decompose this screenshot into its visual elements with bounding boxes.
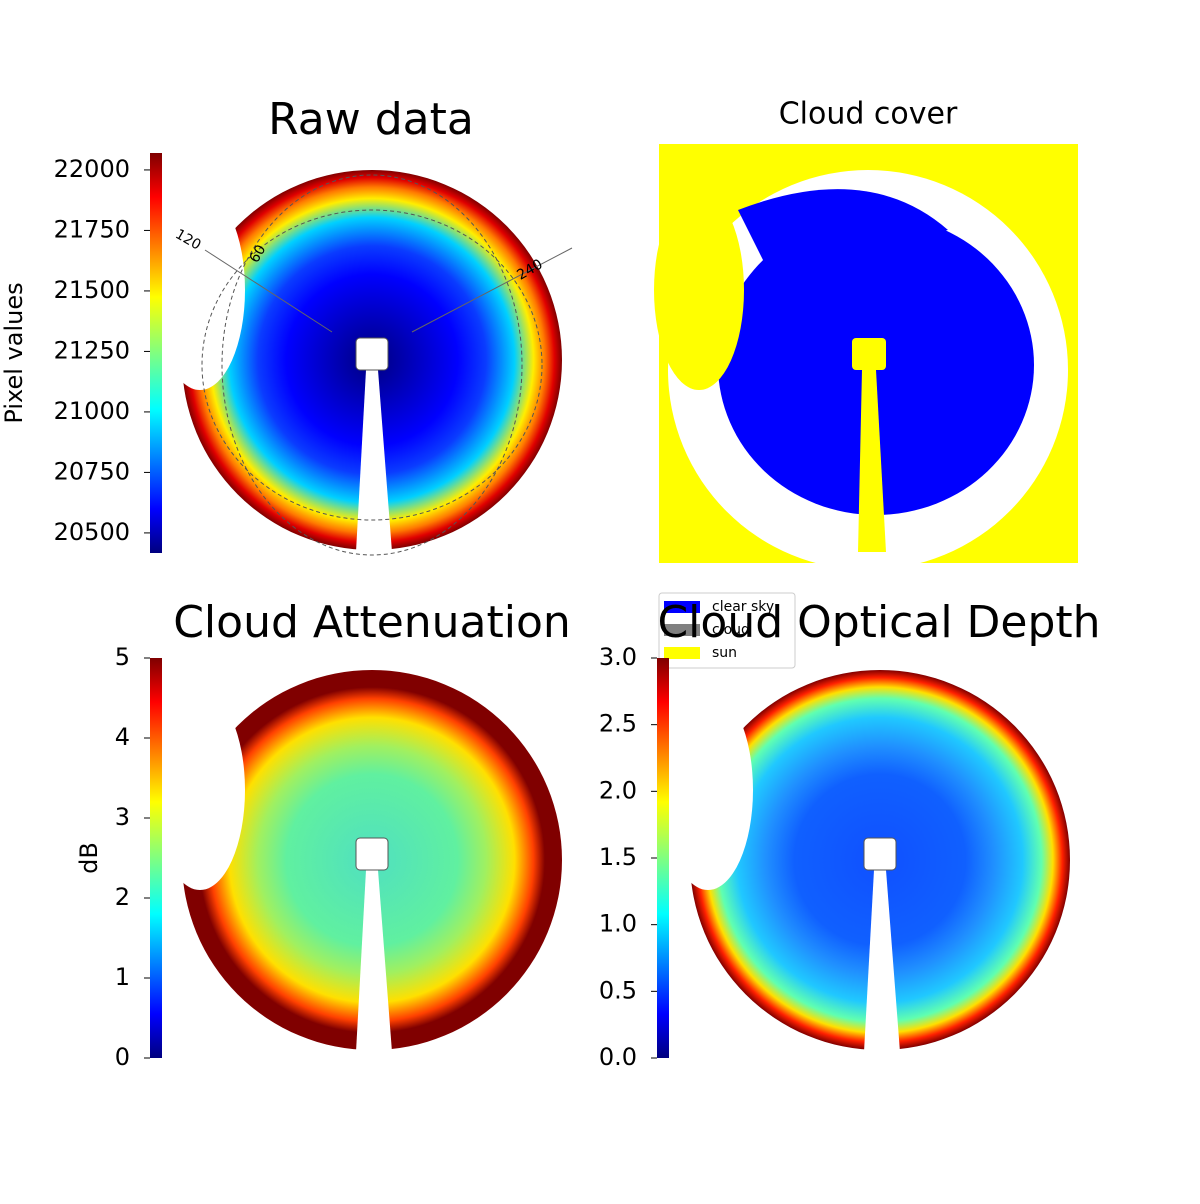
colorbar-tick-label: 4 — [115, 723, 130, 751]
panel: clear sky cloud sun — [654, 144, 1078, 669]
image-mask — [864, 870, 900, 1052]
colorbar-tick-label: 21500 — [54, 276, 130, 304]
colorbar-tick-label: 21750 — [54, 215, 130, 243]
image-mask — [356, 370, 392, 552]
image-mask — [356, 870, 392, 1052]
sun-region — [852, 338, 886, 370]
image-mask — [654, 190, 744, 390]
colorbar-label: Pixel values — [0, 282, 28, 423]
colorbar-tick-label: 21250 — [54, 336, 130, 364]
panel: 1206024020500207502100021250215002175022… — [0, 153, 573, 556]
polar-label: 60 — [247, 242, 270, 265]
image-mask — [155, 690, 245, 890]
colorbar-tick-label: 0 — [115, 1043, 130, 1071]
image-mask — [155, 190, 245, 390]
colorbar — [150, 658, 162, 1058]
colorbar — [150, 153, 162, 553]
colorbar-tick-label: 22000 — [54, 155, 130, 183]
sensor-mask — [355, 837, 389, 871]
colorbar-tick-label: 2 — [115, 883, 130, 911]
panel-title: Cloud Attenuation — [173, 597, 571, 648]
colorbar-tick-label: 1.0 — [599, 910, 637, 938]
polar-spoke — [411, 247, 573, 333]
polar-spoke — [204, 249, 333, 333]
panel-title: Cloud Optical Depth — [657, 597, 1100, 648]
legend-swatch — [664, 601, 700, 613]
sensor-mask — [355, 337, 389, 371]
clear-sky-region — [738, 189, 948, 270]
legend-label: clear sky — [712, 599, 774, 615]
colorbar-tick-label: 20500 — [54, 518, 130, 546]
colorbar-tick-label: 2.0 — [599, 776, 637, 804]
colorbar-tick-label: 20750 — [54, 457, 130, 485]
colorbar — [657, 658, 669, 1058]
polar-grid — [221, 174, 523, 556]
panel-title: Raw data — [268, 94, 474, 145]
legend-swatch — [664, 624, 700, 636]
colorbar-tick-label: 2.5 — [599, 710, 637, 738]
colorbar-tick-label: 0.0 — [599, 1043, 637, 1071]
legend-swatch — [664, 647, 700, 659]
sun-region — [858, 370, 886, 552]
colorbar-tick-label: 1 — [115, 963, 130, 991]
colorbar-tick-label: 3 — [115, 803, 130, 831]
legend-label: cloud — [712, 622, 750, 638]
colorbar-tick-label: 0.5 — [599, 976, 637, 1004]
colorbar-tick-label: 5 — [115, 643, 130, 671]
panel-title: Cloud cover — [779, 97, 958, 132]
colorbar-tick-label: 21000 — [54, 397, 130, 425]
polar-grid — [201, 209, 543, 521]
colorbar-tick-label: 1.5 — [599, 843, 637, 871]
colorbar-tick-label: 3.0 — [599, 643, 637, 671]
panel: 0.0 0.5 1.0 1.5 2.0 2.5 3.0 — [599, 643, 1070, 1071]
colorbar-label: dB — [75, 842, 103, 874]
legend-label: sun — [712, 645, 737, 661]
image-mask — [663, 690, 753, 890]
sensor-mask — [863, 837, 897, 871]
panel: 0 1 2 3 4 5 dB — [75, 643, 562, 1071]
